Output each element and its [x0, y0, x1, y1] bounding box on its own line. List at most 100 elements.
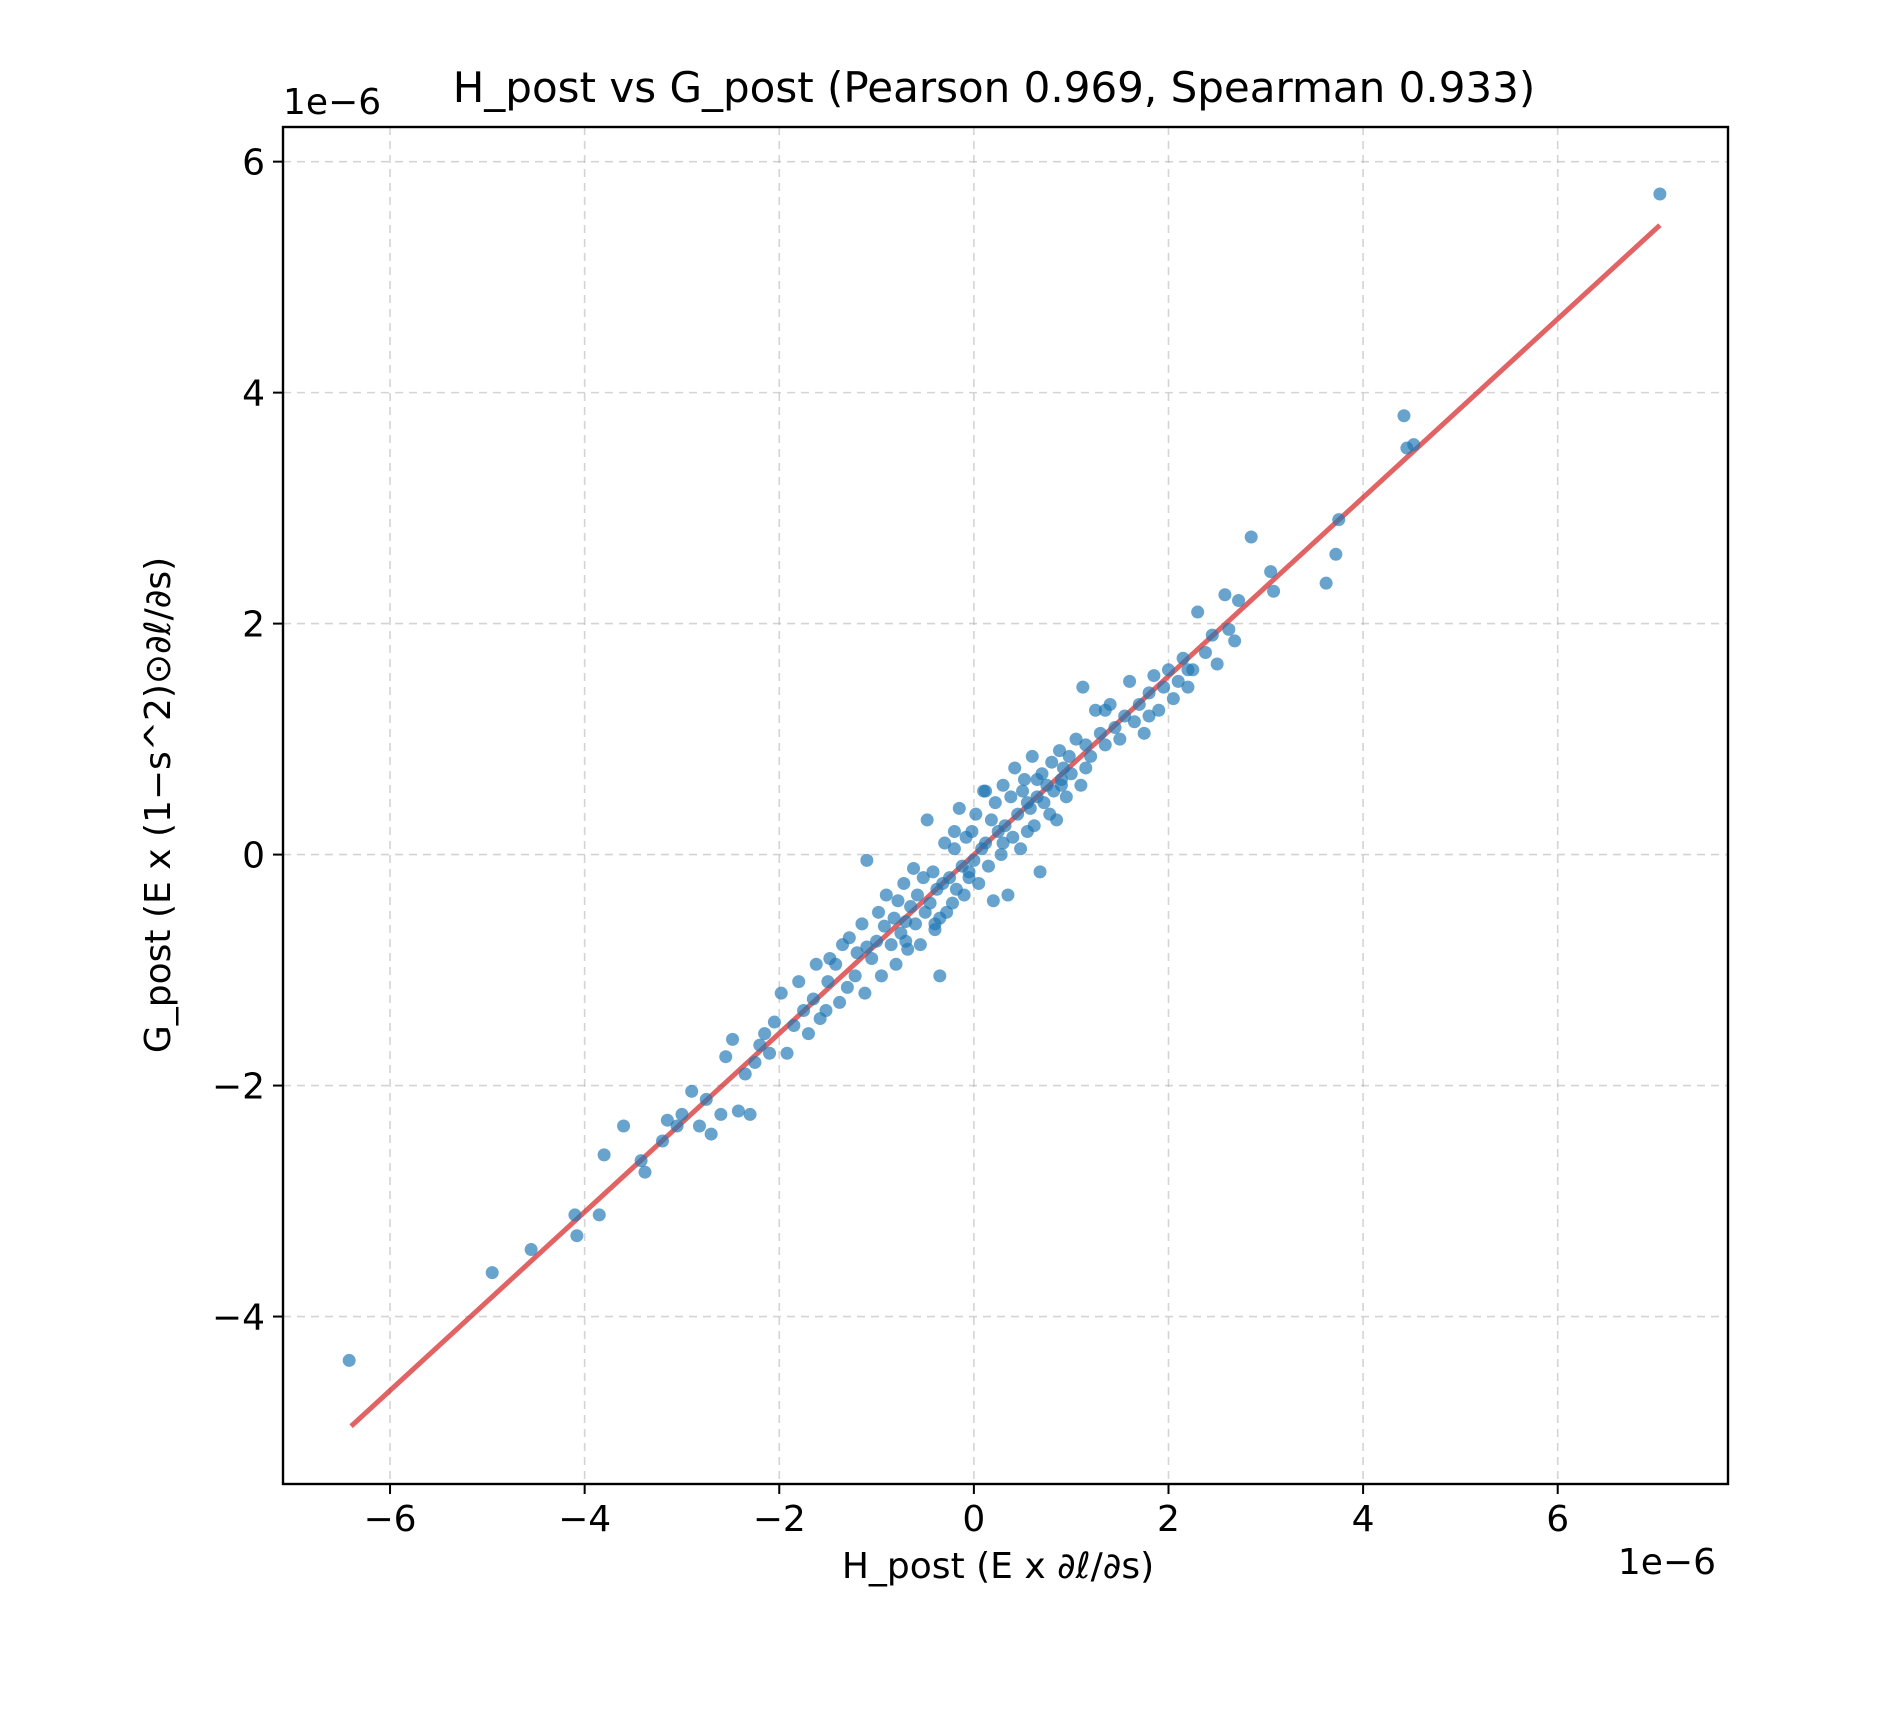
- data-point: [753, 1038, 767, 1052]
- data-point: [1127, 715, 1141, 729]
- data-point: [860, 940, 874, 954]
- data-point: [943, 871, 957, 885]
- data-point: [1030, 773, 1044, 787]
- data-point: [965, 824, 979, 838]
- data-point: [670, 1119, 684, 1133]
- x-tick-label: −2: [753, 1499, 806, 1540]
- data-point: [1098, 703, 1112, 717]
- y-tick-label: 2: [242, 605, 265, 646]
- data-point: [938, 836, 952, 850]
- data-point: [979, 784, 993, 798]
- data-point: [758, 1027, 772, 1041]
- x-axis-offset-label: 1e−6: [1618, 1542, 1716, 1583]
- data-point: [1017, 773, 1031, 787]
- data-point: [908, 917, 922, 931]
- data-point: [1118, 709, 1132, 723]
- data-point: [910, 888, 924, 902]
- data-point: [1319, 576, 1333, 590]
- data-point: [1008, 761, 1022, 775]
- data-point: [806, 992, 820, 1006]
- data-point: [996, 836, 1010, 850]
- data-point: [981, 859, 995, 873]
- data-point: [897, 876, 911, 890]
- data-point: [1113, 732, 1127, 746]
- data-point: [1653, 187, 1667, 201]
- data-point: [821, 975, 835, 989]
- x-tick-label: 0: [962, 1499, 985, 1540]
- data-point: [704, 1127, 718, 1141]
- data-point: [797, 1003, 811, 1017]
- data-point: [1142, 686, 1156, 700]
- data-points: [342, 187, 1667, 1367]
- data-point: [947, 842, 961, 856]
- data-point: [986, 894, 1000, 908]
- data-point: [840, 980, 854, 994]
- chart-title: H_post vs G_post (Pearson 0.969, Spearma…: [453, 63, 1536, 112]
- data-point: [874, 969, 888, 983]
- data-point: [592, 1208, 606, 1222]
- data-point: [787, 1019, 801, 1033]
- data-point: [969, 807, 983, 821]
- data-point: [1006, 830, 1020, 844]
- data-point: [342, 1353, 356, 1367]
- data-point: [1076, 680, 1090, 694]
- data-point: [1147, 669, 1161, 683]
- data-point: [1205, 628, 1219, 642]
- data-point: [855, 917, 869, 931]
- data-point: [1132, 697, 1146, 711]
- data-point: [1020, 796, 1034, 810]
- data-point: [1050, 813, 1064, 827]
- data-point: [767, 1015, 781, 1029]
- data-point: [967, 853, 981, 867]
- data-point: [731, 1104, 745, 1118]
- data-point: [675, 1107, 689, 1121]
- data-point: [1089, 703, 1103, 717]
- data-point: [1267, 584, 1281, 598]
- x-tick-label: −6: [363, 1499, 416, 1540]
- data-point: [945, 896, 959, 910]
- data-point: [904, 900, 918, 914]
- plot-frame: [281, 125, 1730, 1486]
- data-point: [829, 957, 843, 971]
- data-point: [809, 957, 823, 971]
- data-point: [842, 931, 856, 945]
- data-point: [957, 888, 971, 902]
- data-point: [1059, 790, 1073, 804]
- data-point: [865, 952, 879, 966]
- data-point: [988, 796, 1002, 810]
- data-point: [870, 934, 884, 948]
- data-point: [848, 969, 862, 983]
- x-tick-label: −4: [558, 1499, 611, 1540]
- data-point: [748, 1055, 762, 1069]
- data-point: [1069, 732, 1083, 746]
- data-point: [801, 1027, 815, 1041]
- data-point: [1037, 796, 1051, 810]
- data-point: [850, 946, 864, 960]
- y-axis-label: G_post (E x (1−s^2)⊙∂ℓ/∂s): [138, 557, 179, 1053]
- data-point: [1191, 605, 1205, 619]
- data-point: [597, 1148, 611, 1162]
- data-point: [877, 919, 891, 933]
- data-point: [1027, 819, 1041, 833]
- x-tick-label: 4: [1352, 1499, 1375, 1540]
- data-point: [872, 905, 886, 919]
- y-tick-label: 0: [242, 836, 265, 877]
- y-tick-label: 4: [242, 374, 265, 415]
- grid: [283, 127, 1728, 1484]
- data-point: [972, 876, 986, 890]
- data-point: [1228, 634, 1242, 648]
- data-point: [899, 934, 913, 948]
- axis-ticks: −6 −4 −2 0 2 4 6 −4 −2 0 2 4 6: [212, 143, 1569, 1540]
- data-point: [780, 1046, 794, 1060]
- data-point: [1014, 842, 1028, 856]
- data-point: [933, 969, 947, 983]
- data-point: [1244, 530, 1258, 544]
- data-point: [570, 1229, 584, 1243]
- data-point: [1407, 438, 1421, 452]
- data-point: [1084, 749, 1098, 763]
- x-tick-label: 2: [1157, 1499, 1180, 1540]
- data-point: [1093, 726, 1107, 740]
- data-point: [979, 836, 993, 850]
